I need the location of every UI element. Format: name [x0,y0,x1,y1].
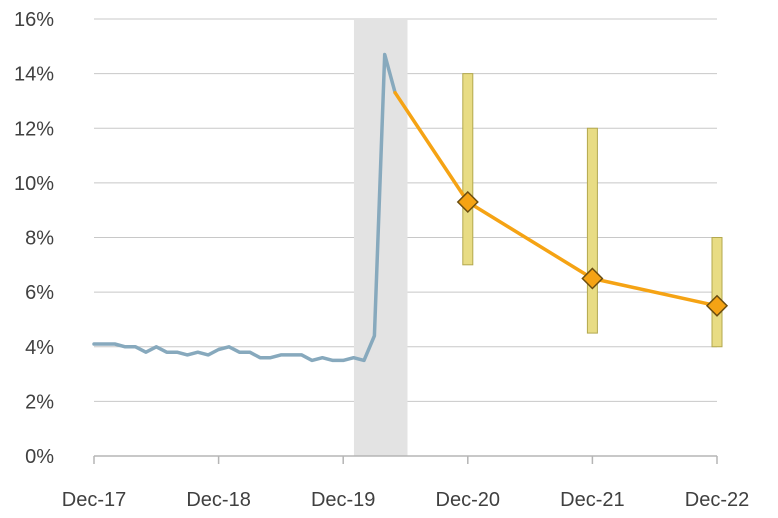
x-tick-label: Dec-22 [685,489,749,511]
y-tick-label: 2% [25,391,54,413]
x-axis-ticks: Dec-17 Dec-18 Dec-19 Dec-20 Dec-21 Dec-22 [62,456,749,511]
range-bar [711,237,723,348]
y-tick-label: 6% [25,282,54,304]
shaded-period [353,19,408,456]
diamond-marker [456,190,479,214]
y-tick-label: 12% [14,118,54,140]
y-tick-label: 0% [25,446,54,468]
series-line-2 [393,90,719,308]
series-line-1 [92,52,397,363]
series-markers [456,190,729,317]
x-tick-label: Dec-18 [186,489,250,511]
series-lines [92,52,719,363]
x-tick-label: Dec-19 [311,489,375,511]
x-tick-label: Dec-21 [560,489,624,511]
diamond-marker [581,267,604,290]
x-tick-label: Dec-17 [62,489,126,511]
range-bar [586,127,598,334]
y-tick-label: 16% [14,9,54,31]
shaded-region [353,19,408,456]
y-tick-label: 4% [25,337,54,359]
y-axis-ticks: 0% 2% 4% 6% 8% 10% 12% 14% 16% [14,9,54,468]
y-tick-label: 10% [14,173,54,195]
range-bar [462,73,474,266]
y-tick-label: 8% [25,228,54,250]
diamond-marker [705,294,729,317]
x-tick-label: Dec-20 [436,489,500,511]
range-bars [462,73,723,348]
y-tick-label: 14% [14,64,54,86]
